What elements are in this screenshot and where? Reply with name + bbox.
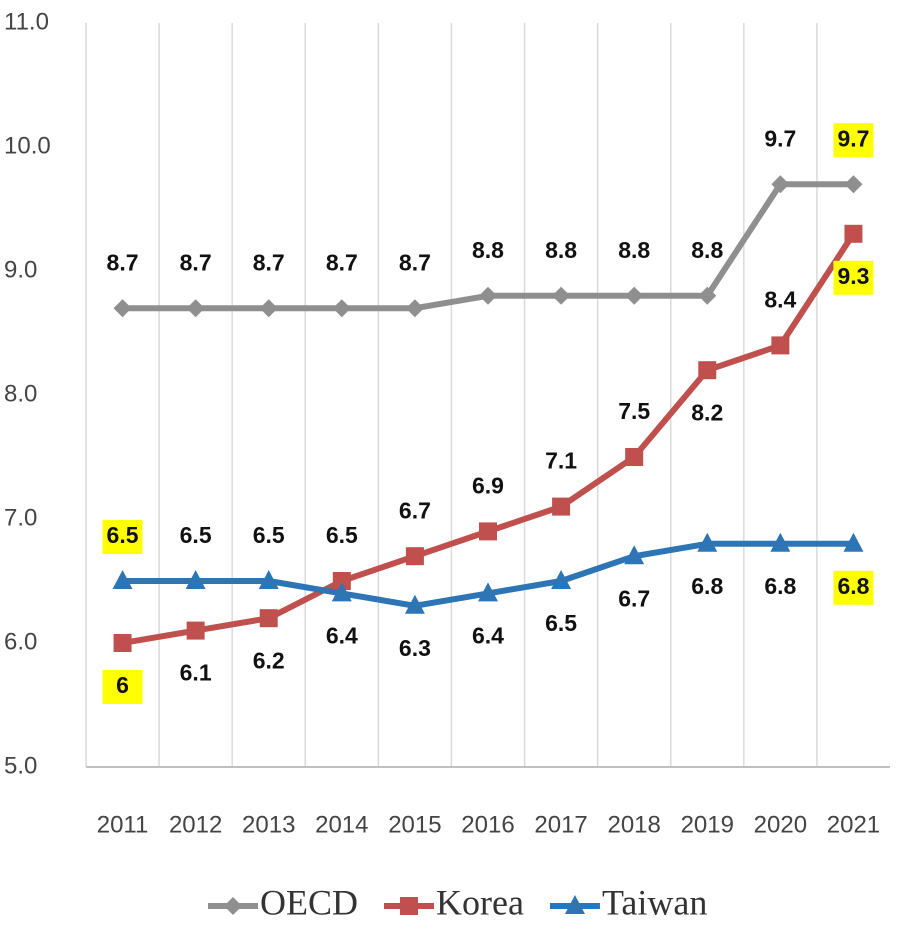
data-label: 6.4 <box>472 622 504 648</box>
legend-marker <box>224 897 242 915</box>
y-tick-label: 10.0 <box>4 132 51 159</box>
legend-marker <box>564 895 585 914</box>
data-label: 8.7 <box>180 249 212 275</box>
data-label: 6.5 <box>326 522 358 548</box>
y-tick-label: 5.0 <box>4 752 37 779</box>
marker <box>697 532 718 552</box>
marker <box>698 286 717 305</box>
data-label: 6.5 <box>180 522 212 548</box>
marker <box>113 299 132 318</box>
data-label: 6.5 <box>107 522 139 548</box>
marker <box>186 299 205 318</box>
data-label: 6.5 <box>545 610 577 636</box>
marker <box>771 175 790 194</box>
data-label: 7.1 <box>545 448 577 474</box>
label-highlight <box>833 570 874 605</box>
x-tick-label: 2020 <box>754 811 807 838</box>
marker <box>479 522 497 541</box>
y-tick-label: 6.0 <box>4 628 37 655</box>
y-tick-label: 9.0 <box>4 256 37 283</box>
data-label: 6.7 <box>399 497 431 523</box>
data-label: 6.8 <box>837 573 869 599</box>
y-tick-label: 8.0 <box>4 380 37 407</box>
marker <box>844 175 863 194</box>
legend-label: Taiwan <box>602 882 707 922</box>
marker <box>112 570 133 589</box>
x-tick-label: 2012 <box>169 811 222 838</box>
data-label: 6.1 <box>180 660 212 686</box>
data-label: 6.4 <box>326 622 358 648</box>
legend-label: OECD <box>260 882 358 922</box>
x-tick-label: 2017 <box>534 811 587 838</box>
y-tick-label: 7.0 <box>4 504 37 531</box>
data-label: 6.3 <box>399 635 431 661</box>
data-label: 9.7 <box>764 125 796 151</box>
y-tick-label: 11.0 <box>4 8 49 35</box>
label-highlight <box>102 520 143 554</box>
x-tick-label: 2011 <box>97 811 149 838</box>
label-highlight <box>833 260 874 295</box>
marker <box>625 286 644 305</box>
marker <box>479 286 497 305</box>
marker <box>259 299 278 318</box>
x-tick-label: 2019 <box>681 811 734 838</box>
data-label: 6.5 <box>253 522 285 548</box>
marker <box>564 895 585 914</box>
legend-marker <box>400 897 418 915</box>
marker <box>332 299 351 318</box>
marker <box>332 572 351 590</box>
marker <box>552 286 571 305</box>
data-label: 8.8 <box>472 237 504 263</box>
marker <box>224 897 242 915</box>
marker <box>771 336 790 355</box>
marker <box>843 532 864 552</box>
marker <box>844 224 863 243</box>
data-label: 8.2 <box>691 399 723 425</box>
data-label: 6.8 <box>691 573 723 599</box>
marker <box>405 299 424 318</box>
x-tick-label: 2015 <box>388 811 441 838</box>
marker <box>400 897 418 915</box>
data-label: 8.7 <box>326 249 358 275</box>
marker <box>698 361 717 380</box>
marker <box>258 570 279 589</box>
data-label: 9.3 <box>837 263 869 289</box>
data-label: 6.7 <box>618 585 650 611</box>
marker <box>185 570 206 589</box>
marker <box>404 594 425 614</box>
x-tick-label: 2018 <box>607 811 660 838</box>
data-label: 8.8 <box>691 237 723 263</box>
x-tick-label: 2021 <box>827 811 880 838</box>
x-tick-label: 2013 <box>242 811 295 838</box>
data-label: 6.9 <box>472 472 504 498</box>
data-label: 8.4 <box>764 286 796 312</box>
marker <box>478 582 498 602</box>
label-highlight <box>102 670 143 704</box>
marker <box>625 448 644 466</box>
marker <box>624 545 645 565</box>
marker <box>770 532 791 552</box>
x-tick-label: 2016 <box>461 811 514 838</box>
marker <box>552 497 571 516</box>
marker <box>331 582 352 602</box>
marker <box>259 609 278 628</box>
x-tick-label: 2014 <box>315 811 368 838</box>
data-label: 8.7 <box>107 249 139 275</box>
data-label: 9.7 <box>837 125 869 151</box>
marker <box>186 621 205 640</box>
legend-label: Korea <box>436 882 524 922</box>
label-highlight <box>833 123 874 158</box>
marker <box>405 547 424 566</box>
data-label: 6.8 <box>764 573 796 599</box>
marker <box>551 570 572 589</box>
data-label: 8.8 <box>618 237 650 263</box>
marker <box>113 634 132 652</box>
data-label: 8.8 <box>545 237 577 263</box>
data-label: 8.7 <box>253 249 285 275</box>
data-label: 8.7 <box>399 249 431 275</box>
data-label: 6 <box>116 672 129 698</box>
data-label: 7.5 <box>618 398 650 424</box>
data-label: 6.2 <box>253 647 285 673</box>
